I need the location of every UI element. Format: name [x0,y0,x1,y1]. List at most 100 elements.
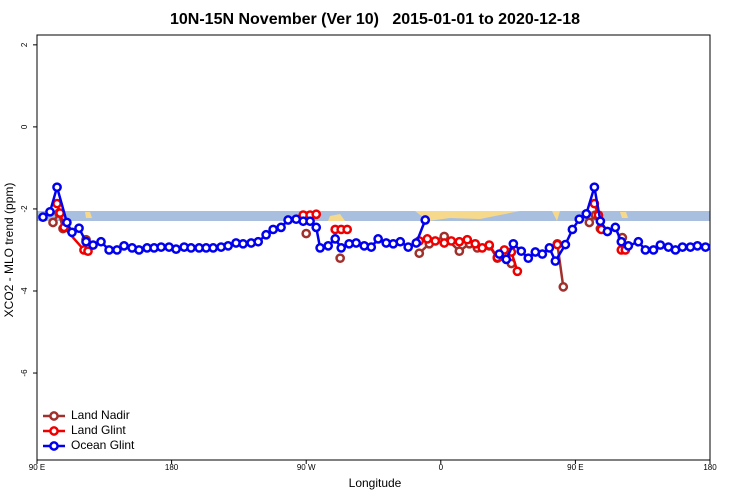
data-point [446,236,457,246]
data-point [552,239,563,250]
data-point [550,256,561,266]
data-point [48,217,58,228]
data-point [223,241,233,251]
data-point [623,241,634,251]
data-point [595,216,606,227]
data-point [403,242,414,252]
data-point [276,222,286,233]
legend-marker [49,411,59,421]
data-point [584,217,595,228]
data-point [462,234,473,245]
data-point [567,224,578,235]
legend-label: Ocean Glint [71,438,135,452]
data-point [692,241,703,251]
data-point [112,245,122,255]
data-point [342,224,353,235]
legend-label: Land Nadir [71,408,130,422]
data-point [301,228,312,239]
land-patch [415,211,520,221]
y-axis-label: XCO2 - MLO trend (ppm) [2,183,16,318]
data-point [610,222,621,233]
data-point [96,236,106,247]
data-point [484,240,495,250]
data-point [83,246,93,257]
data-point [208,243,219,253]
data-point [581,209,592,219]
data-point [315,243,325,253]
data-point [602,226,613,237]
data-point [523,253,534,264]
data-point [52,182,62,193]
land-patch [85,212,92,218]
data-point [414,248,425,259]
x-tick-label: 90 E [29,463,45,472]
land-patch [328,214,345,221]
data-point [589,182,600,193]
x-tick-label: 180 [703,463,717,472]
data-point [52,198,62,209]
data-point [238,238,248,249]
data-point [512,266,523,277]
data-point [88,240,98,250]
data-point [351,238,362,248]
y-tick-label: -4 [20,287,29,295]
land-patch [552,211,560,221]
data-point [323,241,334,251]
data-point [373,234,383,244]
data-point [67,227,77,238]
data-point [420,215,431,225]
y-tick-label: 0 [20,124,29,129]
data-point [134,245,144,255]
x-axis-label: Longitude [349,476,402,490]
data-point [311,222,322,233]
data-point [574,214,585,225]
data-point [261,229,271,240]
data-point [430,236,441,246]
legend-label: Land Glint [71,423,126,437]
data-point [156,242,166,252]
data-point [335,253,345,264]
data-point [640,245,651,255]
data-point [454,246,465,257]
data-point [268,224,278,235]
map-band [37,211,710,221]
data-point [454,236,465,247]
data-point [186,243,196,253]
x-tick-label: 180 [165,463,179,472]
data-point [544,243,555,253]
legend-marker [49,441,59,451]
data-point [501,254,512,265]
data-point [253,236,264,247]
x-tick-label: 90 E [567,463,583,472]
data-point [62,217,72,228]
data-point [494,249,505,259]
x-tick-label: 0 [439,463,444,472]
data-point [648,245,659,255]
data-point [700,242,711,252]
y-tick-label: -2 [20,205,29,213]
data-point [283,215,293,225]
data-point [470,238,481,249]
data-point [330,234,341,244]
data-point [508,238,519,249]
data-point [655,240,666,250]
data-point [336,243,347,253]
y-tick-label: -6 [20,369,29,377]
chart-title: 10N-15N November (Ver 10) 2015-01-01 to … [170,11,580,28]
data-point [74,223,84,234]
data-point [305,216,315,227]
data-point [171,244,181,254]
data-point [558,282,569,292]
data-point [560,239,571,250]
data-point [104,245,114,255]
data-point [119,241,129,251]
data-point [516,246,527,257]
data-point [422,234,433,244]
data-point [366,242,377,252]
ocean-band [37,211,710,221]
data-point [537,249,548,259]
data-point [311,209,322,220]
data-point [45,206,55,217]
data-point [677,242,688,252]
